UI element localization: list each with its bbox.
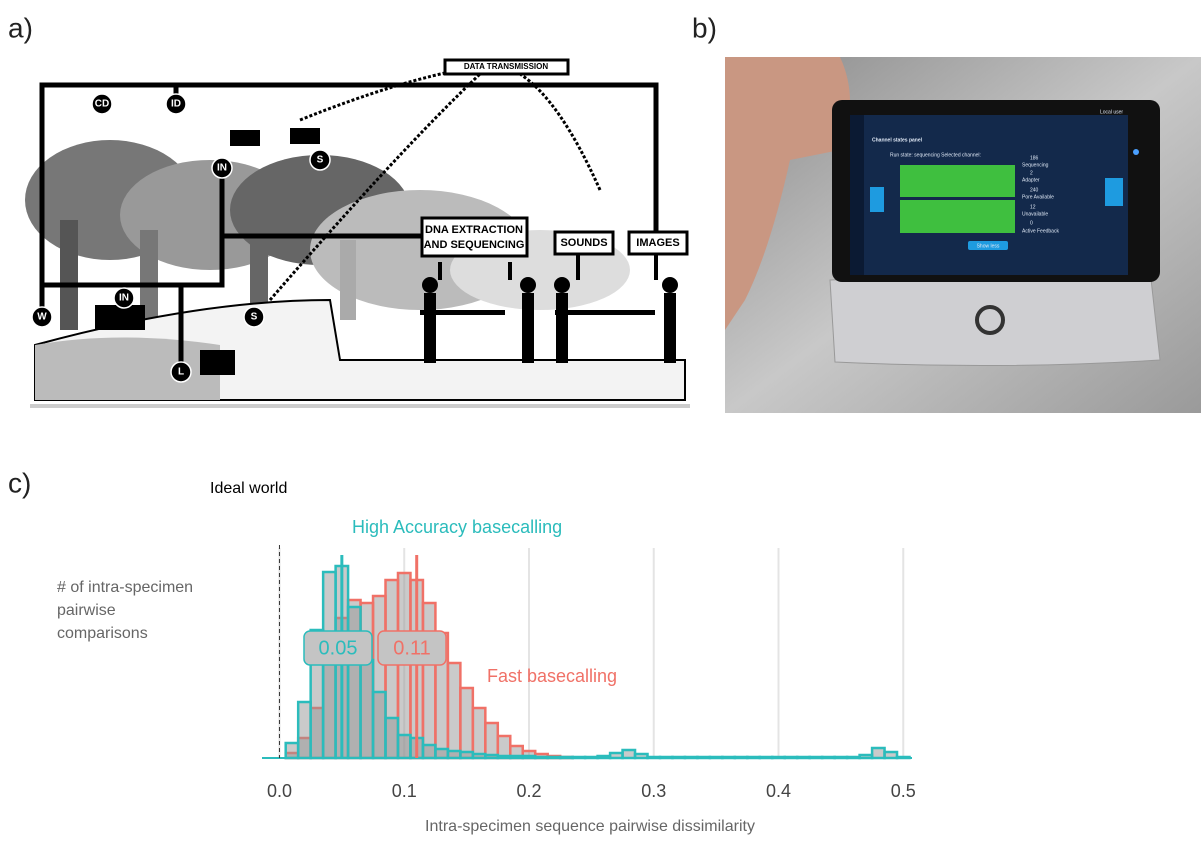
illustration: DATA TRANSMISSION DNA EXTRACTION AND SEQ…	[25, 58, 690, 410]
x-tick-label: 0.4	[766, 781, 791, 801]
marker-label: CD	[95, 99, 109, 110]
histogram-bar	[396, 733, 412, 760]
state-label: Unavailable	[1022, 211, 1048, 217]
user-label: Local user	[1100, 109, 1123, 115]
histogram-bar	[484, 721, 500, 760]
state-count: 2	[1030, 170, 1033, 176]
x-axis-label: Intra-specimen sequence pairwise dissimi…	[425, 818, 755, 835]
state-count: 240	[1030, 187, 1039, 193]
annotation: Ideal world	[210, 480, 287, 497]
histogram-bar	[359, 658, 375, 760]
box-label: DATA TRANSMISSION	[464, 62, 549, 71]
x-tick-label: 0.1	[392, 781, 417, 801]
panel-label: c)	[8, 467, 31, 498]
x-tick-label: 0.2	[516, 781, 541, 801]
state-label: Active Feedback	[1022, 228, 1059, 234]
x-tick-label: 0.3	[641, 781, 666, 801]
box-label: DNA EXTRACTION	[425, 224, 523, 236]
marker-label: L	[178, 367, 184, 378]
state-label: Adapter	[1022, 177, 1040, 183]
x-tick-label: 0.5	[891, 781, 916, 801]
histogram-bar	[621, 748, 637, 760]
histogram-bar	[870, 746, 886, 760]
marker-label: S	[251, 312, 258, 323]
histogram-bar	[346, 605, 362, 760]
y-axis-label: # of intra-specimen	[57, 579, 193, 596]
legend-label: High Accuracy basecalling	[352, 517, 562, 537]
histogram-bar	[496, 734, 512, 760]
marker-label: W	[37, 312, 47, 323]
box-label: SOUNDS	[560, 237, 607, 249]
y-axis-label: pairwise	[57, 602, 116, 619]
box-label: AND SEQUENCING	[424, 239, 525, 251]
button-label: Show less	[977, 243, 1000, 249]
panel-label: b)	[692, 12, 717, 43]
y-axis-label: comparisons	[57, 625, 148, 642]
state-label: Pore Available	[1022, 194, 1054, 200]
histogram-bar	[371, 690, 387, 760]
histogram-bar	[296, 700, 312, 760]
state-count: 186	[1030, 155, 1039, 161]
marker-label: IN	[119, 293, 129, 304]
legend-label: Fast basecalling	[487, 666, 617, 686]
histogram-chart: 0.0 0.1 0.2 0.3 0.4 0.5 Ideal world 0.11 Fast ba…	[57, 480, 916, 835]
median-box	[303, 630, 373, 666]
histogram-bar	[459, 686, 475, 760]
histogram-bar	[284, 741, 300, 760]
state-count: 0	[1030, 220, 1033, 226]
marker-label: S	[317, 155, 324, 166]
run-state: Run state: sequencing Selected channel:	[890, 152, 981, 158]
histogram-bar	[434, 747, 450, 760]
histogram-bar	[446, 749, 462, 760]
histogram-bar	[384, 716, 400, 760]
marker-label: IN	[217, 163, 227, 174]
histogram-bar	[446, 661, 462, 760]
marker-label: ID	[171, 99, 181, 110]
histogram-bar	[421, 601, 437, 760]
histogram-bar	[421, 743, 437, 760]
panel-title: Channel states panel	[872, 137, 923, 143]
median-label: 0.11	[393, 637, 430, 659]
box-label: IMAGES	[636, 237, 679, 249]
median-box	[377, 630, 447, 666]
channel-grid	[900, 165, 1015, 233]
state-count: 12	[1030, 204, 1036, 210]
histogram-bar	[471, 706, 487, 760]
panel-label: a)	[8, 12, 33, 43]
state-label: Sequencing	[1022, 162, 1049, 168]
photo: Local user Channel states panel Run stat…	[725, 57, 1201, 413]
x-tick-label: 0.0	[267, 781, 292, 801]
median-label: 0.05	[319, 637, 358, 659]
